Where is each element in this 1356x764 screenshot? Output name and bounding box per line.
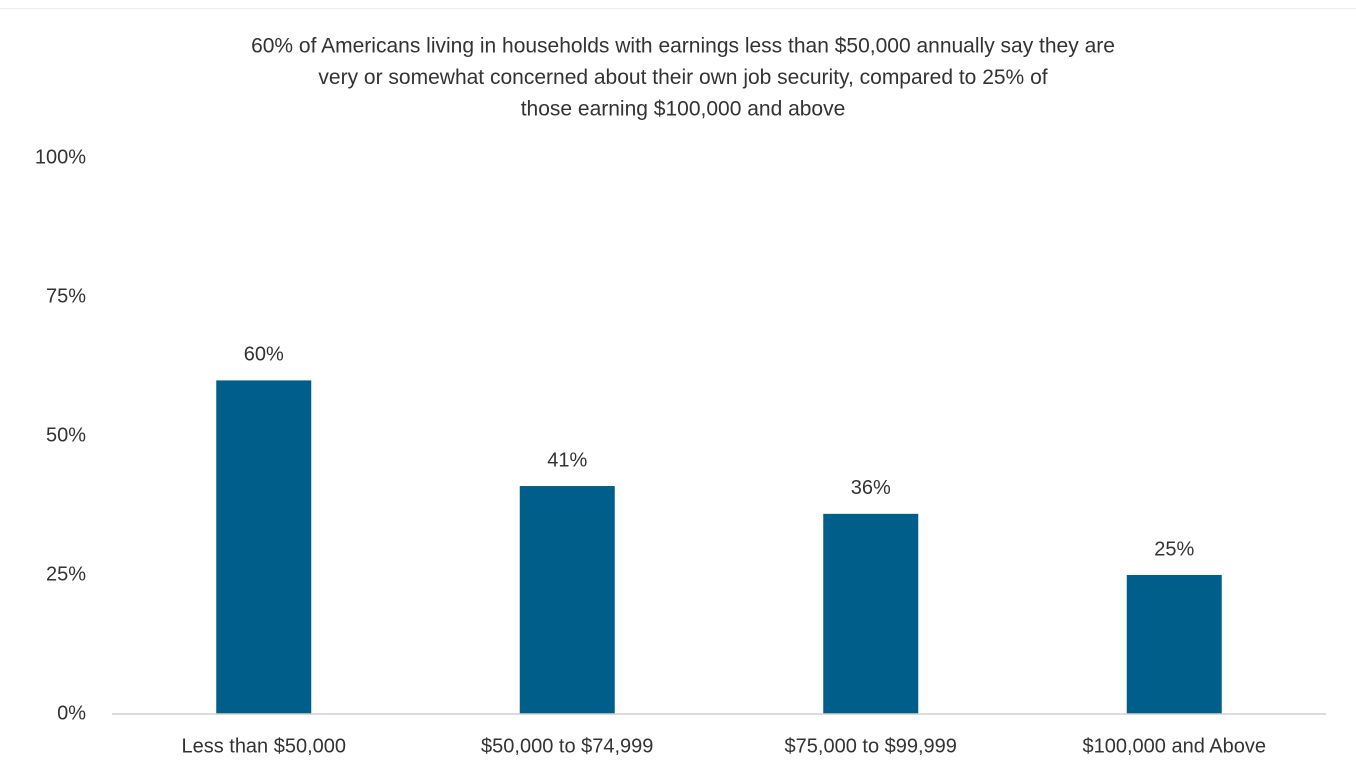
data-label: 41% (547, 449, 587, 471)
bar (823, 513, 919, 714)
y-tick-label: 100% (35, 146, 86, 168)
x-tick-label: $50,000 to $74,999 (481, 735, 653, 757)
y-tick-label: 75% (46, 285, 86, 307)
bar (519, 486, 615, 714)
chart-title: those earning $100,000 and above (521, 98, 846, 121)
x-tick-label: Less than $50,000 (181, 735, 346, 757)
x-tick-label: $75,000 to $99,999 (785, 735, 957, 757)
y-tick-label: 25% (46, 563, 86, 585)
data-label: 60% (244, 344, 284, 366)
bar (216, 380, 312, 714)
data-label: 25% (1154, 538, 1194, 560)
x-tick-label: $100,000 and Above (1082, 735, 1266, 757)
chart-title: 60% of Americans living in households wi… (251, 35, 1115, 58)
y-tick-label: 0% (57, 702, 86, 724)
chart-title: very or somewhat concerned about their o… (318, 66, 1047, 89)
bar (1126, 575, 1222, 714)
data-label: 36% (851, 477, 891, 499)
y-tick-label: 50% (46, 424, 86, 446)
